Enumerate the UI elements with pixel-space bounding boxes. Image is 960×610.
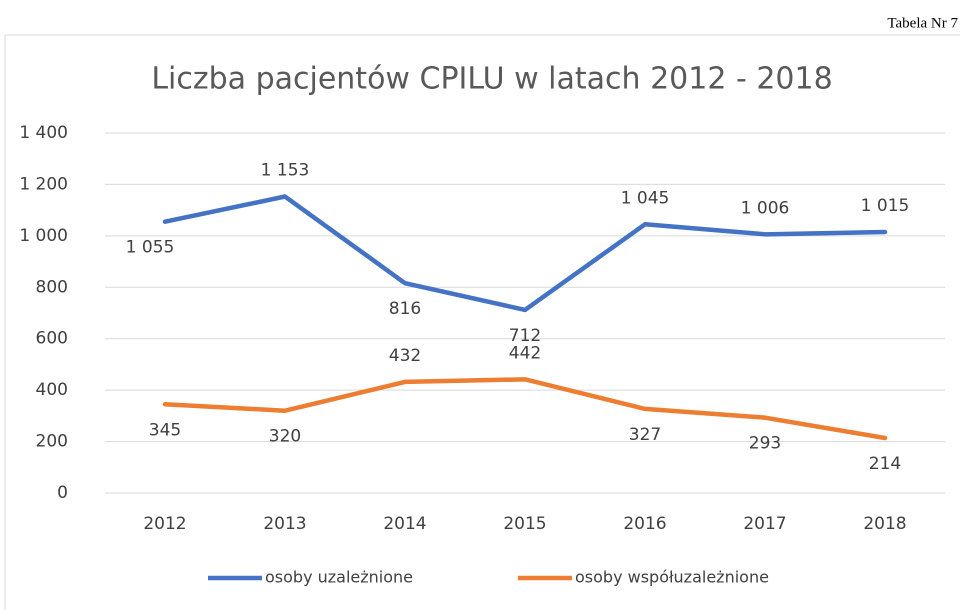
data-label: 816 bbox=[389, 299, 421, 319]
y-tick-label: 1 400 bbox=[19, 123, 68, 143]
data-label: 214 bbox=[869, 454, 901, 474]
y-tick-label: 400 bbox=[36, 380, 68, 400]
series-line bbox=[162, 194, 888, 313]
data-label: 345 bbox=[149, 420, 181, 440]
data-label: 1 006 bbox=[741, 198, 790, 218]
table-note: Tabela Nr 7 bbox=[887, 15, 958, 31]
data-label: 320 bbox=[269, 427, 301, 447]
x-tick-label: 2017 bbox=[743, 514, 786, 534]
chart-title: Liczba pacjentów CPILU w latach 2012 - 2… bbox=[151, 62, 832, 97]
y-tick-label: 200 bbox=[36, 432, 68, 452]
y-tick-label: 1 200 bbox=[19, 174, 68, 194]
chart-frame bbox=[4, 34, 960, 610]
data-label: 293 bbox=[749, 434, 781, 454]
data-label: 1 045 bbox=[621, 188, 670, 208]
x-tick-label: 2018 bbox=[863, 514, 906, 534]
y-tick-label: 800 bbox=[36, 277, 68, 297]
data-label: 1 055 bbox=[126, 238, 175, 258]
y-tick-label: 600 bbox=[36, 329, 68, 349]
x-tick-label: 2016 bbox=[623, 514, 666, 534]
y-tick-label: 1 000 bbox=[19, 226, 68, 246]
y-tick-label: 0 bbox=[57, 483, 68, 503]
data-label: 712 bbox=[509, 326, 541, 346]
x-tick-label: 2014 bbox=[383, 514, 426, 534]
legend-label: osoby uzależnione bbox=[265, 568, 413, 587]
data-label: 1 015 bbox=[861, 196, 910, 216]
legend-label: osoby współuzależnione bbox=[575, 568, 769, 587]
data-label: 442 bbox=[509, 343, 541, 363]
x-tick-label: 2013 bbox=[263, 514, 306, 534]
data-label: 432 bbox=[389, 346, 421, 366]
data-label: 327 bbox=[629, 425, 661, 445]
data-label: 1 153 bbox=[261, 161, 310, 181]
x-tick-label: 2012 bbox=[143, 514, 186, 534]
x-tick-label: 2015 bbox=[503, 514, 546, 534]
series-line bbox=[162, 377, 888, 441]
